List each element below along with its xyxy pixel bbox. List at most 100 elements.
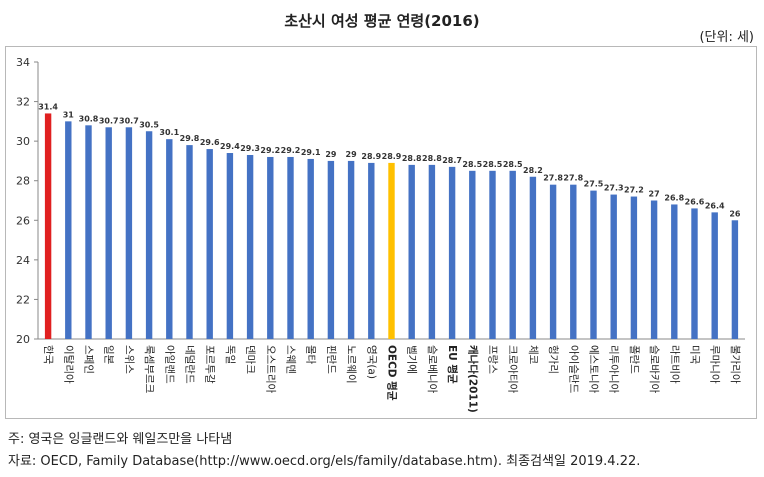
data-label: 28.8: [422, 154, 442, 163]
data-label: 29.6: [200, 138, 220, 147]
footnote: 주: 영국은 잉글랜드와 웨일즈만을 나타냄: [8, 432, 233, 447]
category-label: 룩셈부르크: [143, 345, 155, 394]
data-label: 30.5: [139, 120, 159, 129]
category-label: 일본: [103, 345, 116, 365]
category-label: 체코: [527, 345, 539, 365]
data-label: 30.7: [99, 116, 119, 125]
bar: [145, 131, 153, 339]
bar: [267, 156, 274, 339]
data-label: 29: [346, 150, 358, 159]
data-label: 27.8: [563, 174, 583, 183]
data-label: 30.1: [159, 128, 179, 137]
y-tick-label: 34: [16, 56, 30, 69]
y-tick-label: 22: [16, 293, 30, 306]
data-label: 28.8: [402, 154, 422, 163]
category-label: 리투아니아: [608, 345, 620, 394]
bar: [246, 154, 254, 339]
category-label: 덴마크: [244, 345, 256, 374]
data-label: 28.5: [483, 160, 503, 169]
bar: [630, 196, 638, 339]
data-label: 27.3: [604, 184, 624, 193]
y-tick-label: 20: [16, 333, 30, 346]
data-label: 30.7: [119, 116, 139, 125]
category-label: 스위스: [123, 345, 136, 374]
data-label: 27.2: [624, 186, 644, 195]
y-tick-label: 26: [16, 214, 30, 227]
data-label: 28.7: [442, 156, 462, 165]
category-label: 폴란드: [628, 345, 640, 374]
category-label: 독일: [224, 345, 237, 364]
data-label: 29.2: [281, 146, 301, 155]
category-label: 몰타: [305, 345, 317, 365]
bar: [529, 176, 537, 339]
bar: [226, 153, 234, 339]
unit-label: (단위: 세): [699, 30, 754, 45]
category-label: 한국: [42, 345, 54, 365]
category-label: 아일랜드: [163, 345, 176, 384]
bar: [105, 127, 112, 340]
bar: [469, 170, 476, 339]
category-label: 스웨덴: [285, 345, 297, 374]
source-note: 자료: OECD, Family Database(http://www.oec…: [8, 454, 641, 469]
data-label: 26: [729, 209, 741, 218]
data-label: 29.4: [220, 142, 240, 151]
category-label: OECD 평균: [386, 345, 399, 401]
data-label: 28.9: [361, 152, 381, 161]
data-label: 26.6: [685, 197, 705, 206]
data-label: 27: [649, 190, 660, 199]
bar: [428, 164, 436, 339]
bar: [85, 125, 92, 339]
bar: [186, 145, 193, 339]
category-label: 크로아티아: [507, 345, 519, 394]
bar: [408, 164, 415, 339]
data-label: 26.4: [705, 201, 725, 210]
category-label: 라트비아: [668, 345, 680, 384]
chart-title: 초산시 여성 평균 연령(2016): [284, 12, 480, 30]
bar: [691, 208, 698, 339]
data-label: 31: [63, 110, 75, 119]
data-label: 27.8: [543, 174, 563, 183]
bar: [448, 166, 456, 339]
bar: [327, 160, 335, 339]
bar: [650, 200, 658, 339]
data-label: 29.2: [260, 146, 280, 155]
category-label: 불가리아: [729, 345, 741, 384]
bar: [368, 162, 375, 339]
category-label: 캐나다(2011): [466, 345, 479, 413]
bar: [570, 184, 577, 339]
data-label: 28.5: [462, 160, 482, 169]
category-label: 헝가리: [547, 345, 559, 374]
data-label: 29.3: [240, 144, 260, 153]
category-label: 미국: [689, 345, 701, 365]
bar: [711, 212, 718, 339]
data-label: 29.1: [301, 148, 321, 157]
chart-frame: [5, 46, 757, 419]
category-label: 벨기에: [406, 345, 418, 374]
data-label: 27.5: [584, 180, 604, 189]
category-label: 영국(a): [365, 345, 377, 379]
data-label: 29.8: [180, 134, 200, 143]
y-tick-label: 24: [16, 254, 30, 267]
bar: [125, 127, 133, 340]
category-label: 루마니아: [709, 345, 721, 384]
category-label: 포르투갈: [204, 345, 217, 384]
data-label: 28.2: [523, 166, 543, 175]
category-label: 슬로바키아: [648, 345, 660, 394]
bar: [307, 158, 314, 339]
data-label: 29: [325, 150, 337, 159]
bar: [731, 220, 739, 339]
bar: [388, 162, 395, 339]
data-label: 26.8: [664, 193, 684, 202]
y-tick-label: 30: [16, 135, 30, 148]
data-label: 31.4: [38, 102, 58, 111]
category-label: 이탈리아: [62, 345, 75, 384]
category-label: 아이슬란드: [567, 345, 579, 394]
bar: [44, 113, 52, 339]
y-tick-label: 32: [16, 96, 30, 109]
bar: [509, 170, 516, 339]
bar: [65, 121, 72, 339]
y-tick-label: 28: [16, 175, 30, 188]
data-label: 30.8: [79, 114, 99, 123]
bar: [166, 139, 173, 339]
